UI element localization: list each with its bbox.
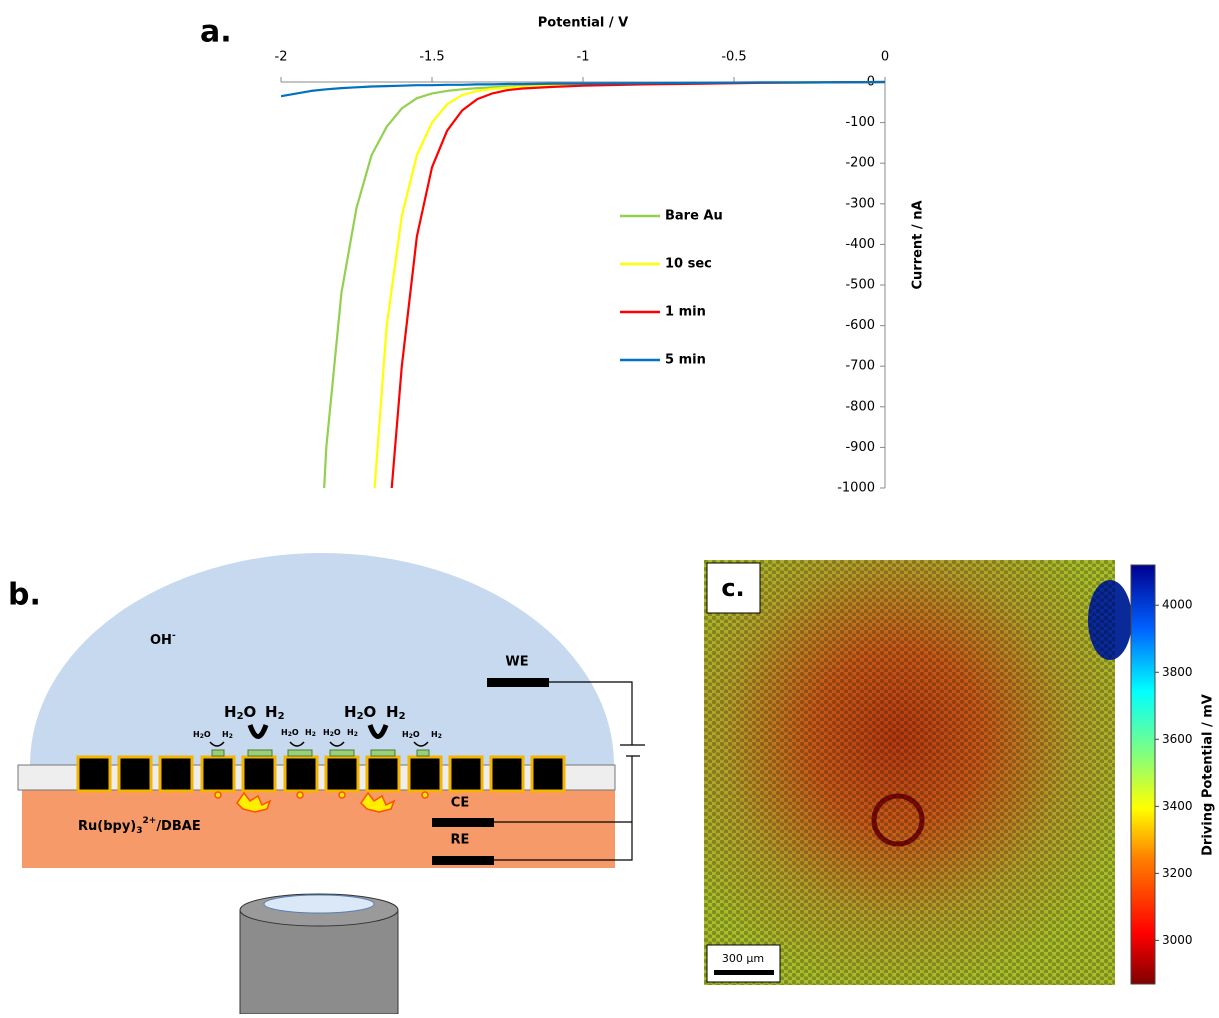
y-tick-label: -300 xyxy=(845,196,875,211)
panel-label: c. xyxy=(721,574,744,602)
colorbar-tick-label: 3200 xyxy=(1162,866,1193,880)
electrode-label: WE xyxy=(505,655,528,670)
electrolyte-label: Ru(bpy)32+/DBAE xyxy=(78,816,201,836)
water-label: H2O xyxy=(402,730,420,740)
electrodes xyxy=(76,755,566,793)
colorbar-tick-label: 3800 xyxy=(1162,665,1193,679)
circuit xyxy=(432,678,645,865)
colorbar: Driving Potential / mV 3000 3200 3400 3600 3… xyxy=(1130,564,1216,985)
panel-label: b. xyxy=(8,578,41,613)
electrolyte xyxy=(22,790,615,868)
water-label: H2O xyxy=(344,703,376,723)
water-label: H2O xyxy=(323,728,341,738)
y-tick-label: -800 xyxy=(845,399,875,414)
colorbar-ramp xyxy=(1130,564,1156,985)
image-texture xyxy=(704,560,1115,985)
legend-label: 5 min xyxy=(665,353,706,368)
x-tick-label: 0 xyxy=(881,50,889,65)
small-arrows xyxy=(209,741,429,747)
x-tick-label: -1 xyxy=(577,50,590,65)
scale-bar xyxy=(714,970,774,975)
hydrogen-label: H2 xyxy=(305,728,316,738)
legend-label: 10 sec xyxy=(665,257,712,272)
colorbar-tick-label: 4000 xyxy=(1162,598,1193,612)
electrode-label: CE xyxy=(451,796,469,811)
colorbar-label: Driving Potential / mV xyxy=(1201,694,1216,856)
line-chart: Potential / V Current / nA -2 -1.5 -1 -0.5 0… xyxy=(275,16,926,496)
colorbar-tick-label: 3000 xyxy=(1162,933,1193,947)
bubbles xyxy=(211,749,430,757)
x-tick-label: -0.5 xyxy=(721,50,746,65)
x-tick-label: -2 xyxy=(275,50,288,65)
y-tick-label: -1000 xyxy=(837,481,875,496)
series-line xyxy=(281,80,886,98)
colorbar-tick-label: 3600 xyxy=(1162,732,1193,746)
series-line xyxy=(373,80,886,488)
diagram: H2O H2 H2O H2 H2O H2 H2O H2 H2O H2 H2O H… xyxy=(17,553,645,1015)
hydrogen-label: H2 xyxy=(431,730,442,740)
hydrogen-label: H2 xyxy=(347,728,358,738)
water-label: H2O xyxy=(281,728,299,738)
y-tick-label: -700 xyxy=(845,359,875,374)
hydrogen-label: H2 xyxy=(386,703,406,723)
series-line xyxy=(390,80,886,488)
hydrogen-label: H2 xyxy=(265,703,285,723)
anion-label: OH- xyxy=(150,631,176,648)
y-tick-label: -200 xyxy=(845,156,875,171)
y-tick-label: -600 xyxy=(845,318,875,333)
y-tick-label: -500 xyxy=(845,278,875,293)
legend-label: 1 min xyxy=(665,305,706,320)
water-label: H2O xyxy=(193,730,211,740)
ecl-glow xyxy=(214,791,429,813)
y-axis-label: Current / nA xyxy=(911,200,926,289)
x-axis-label: Potential / V xyxy=(538,16,629,31)
x-tick-label: -1.5 xyxy=(419,50,444,65)
reaction-arrows xyxy=(247,724,389,739)
objective xyxy=(239,893,399,1015)
legend-label: Bare Au xyxy=(665,209,723,224)
y-tick-label: -400 xyxy=(845,237,875,252)
water-label: H2O xyxy=(224,703,256,723)
hydrogen-label: H2 xyxy=(222,730,233,740)
colorbar-tick-label: 3400 xyxy=(1162,799,1193,813)
droplet xyxy=(30,553,614,765)
panel-label: a. xyxy=(200,15,232,50)
scale-label: 300 µm xyxy=(722,952,764,965)
reaction-labels: H2O H2 H2O H2 H2O H2 H2O H2 H2O H2 H2O H… xyxy=(193,703,442,740)
electrode-label: RE xyxy=(451,833,470,848)
heatmap-image: c. 300 µm xyxy=(704,560,1132,985)
y-tick-label: -100 xyxy=(845,115,875,130)
label-box xyxy=(706,562,761,614)
y-tick-label: -900 xyxy=(845,440,875,455)
scale-box xyxy=(706,944,781,983)
plot-area xyxy=(281,80,886,488)
